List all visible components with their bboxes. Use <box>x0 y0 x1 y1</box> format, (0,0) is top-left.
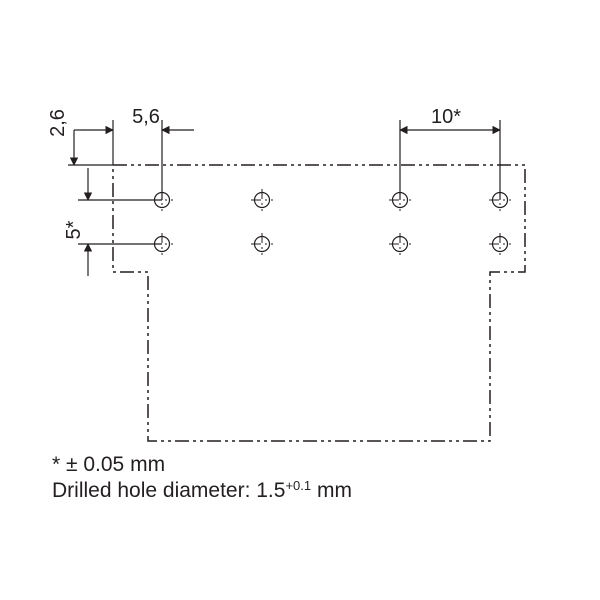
drill-hole <box>251 189 273 211</box>
pcb-outline <box>113 165 525 441</box>
note-tolerance: * ± 0.05 mm <box>52 453 165 476</box>
note-drill-diameter: Drilled hole diameter: 1.5+0.1 mm <box>52 478 352 502</box>
dim-label-5: 5* <box>63 220 85 239</box>
dim-label-5-6: 5,6 <box>132 106 160 128</box>
drill-hole <box>251 233 273 255</box>
dim-label-2-6: 2,6 <box>47 109 69 137</box>
dim-label-10: 10* <box>431 106 461 128</box>
drill-hole <box>389 233 411 255</box>
drill-hole <box>489 233 511 255</box>
